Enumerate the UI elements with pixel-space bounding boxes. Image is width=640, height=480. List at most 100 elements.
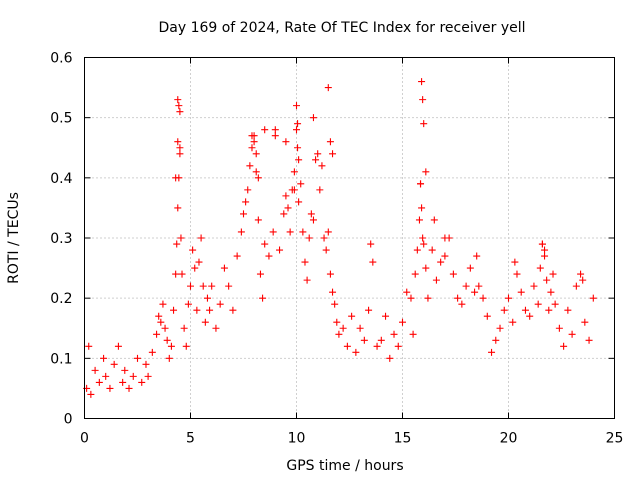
data-point <box>282 138 290 146</box>
data-point <box>541 246 549 254</box>
data-point <box>441 234 449 242</box>
data-point <box>382 312 390 320</box>
data-point <box>473 252 481 260</box>
data-point <box>407 294 415 302</box>
data-point <box>428 246 436 254</box>
data-point <box>479 294 487 302</box>
data-point <box>261 126 269 134</box>
data-point <box>252 168 260 176</box>
data-point <box>252 150 260 158</box>
data-point <box>125 384 133 392</box>
data-point <box>377 336 385 344</box>
data-point <box>276 246 284 254</box>
data-point <box>269 228 277 236</box>
data-point <box>471 288 479 296</box>
data-point <box>403 288 411 296</box>
data-point <box>564 306 572 314</box>
x-tick-label: 20 <box>500 431 518 447</box>
data-point <box>242 198 250 206</box>
data-point <box>454 294 462 302</box>
data-point <box>462 282 470 290</box>
data-point <box>184 300 192 308</box>
data-point <box>85 342 93 350</box>
data-point <box>157 318 165 326</box>
data-point <box>301 258 309 266</box>
data-point <box>509 318 517 326</box>
x-tick-label: 15 <box>394 431 412 447</box>
data-point <box>329 288 337 296</box>
data-point <box>348 312 356 320</box>
data-point <box>177 234 185 242</box>
data-point <box>193 306 201 314</box>
data-point <box>483 312 491 320</box>
data-point <box>199 282 207 290</box>
data-point <box>492 336 500 344</box>
data-point <box>261 240 269 248</box>
data-point <box>237 228 245 236</box>
data-point <box>240 210 247 218</box>
data-point <box>142 360 150 368</box>
data-point <box>356 324 364 332</box>
data-point <box>538 240 546 248</box>
data-point <box>91 366 99 374</box>
data-point <box>488 348 496 356</box>
data-point <box>324 228 332 236</box>
data-point <box>331 300 339 308</box>
data-point <box>165 354 173 362</box>
data-point <box>549 270 557 278</box>
data-point <box>432 276 440 284</box>
data-point <box>206 306 214 314</box>
data-point <box>293 102 300 110</box>
data-point <box>320 234 328 242</box>
data-point <box>365 306 373 314</box>
x-tick-label: 5 <box>186 431 195 447</box>
data-point <box>212 324 220 332</box>
data-point <box>513 270 521 278</box>
y-tick-label: 0.5 <box>50 111 72 127</box>
data-point <box>191 264 199 272</box>
data-point <box>536 264 544 272</box>
data-point <box>307 210 315 218</box>
data-point <box>466 264 474 272</box>
data-point <box>343 342 351 350</box>
data-point <box>526 312 534 320</box>
data-point <box>424 294 432 302</box>
data-point <box>581 318 589 326</box>
data-point <box>250 138 258 146</box>
data-point <box>208 282 216 290</box>
data-points <box>83 78 597 398</box>
y-tick-label: 0.2 <box>50 291 72 307</box>
data-point <box>189 246 197 254</box>
y-tick-label: 0.4 <box>50 171 72 187</box>
data-point <box>511 258 519 266</box>
y-axis-label: ROTI / TECUs <box>6 192 22 284</box>
data-point <box>589 294 597 302</box>
data-point <box>585 336 593 344</box>
data-point <box>233 252 241 260</box>
y-tick-label: 0.6 <box>50 51 72 67</box>
data-point <box>163 336 171 344</box>
data-point <box>386 354 394 362</box>
data-point <box>297 180 305 188</box>
data-point <box>369 258 377 266</box>
data-point <box>309 114 317 122</box>
data-point <box>411 270 419 278</box>
y-tick-label: 0.3 <box>50 231 72 247</box>
data-point <box>303 276 311 284</box>
data-point <box>314 150 322 158</box>
data-point <box>172 270 180 278</box>
data-point <box>121 366 129 374</box>
data-point <box>254 174 262 182</box>
data-point <box>305 234 313 242</box>
data-point <box>187 282 194 290</box>
data-point <box>339 324 347 332</box>
data-point <box>419 234 427 242</box>
data-point <box>458 300 466 308</box>
data-point <box>420 120 428 128</box>
data-point <box>530 282 538 290</box>
data-point <box>324 84 332 92</box>
data-point <box>295 156 303 164</box>
data-point <box>203 294 211 302</box>
data-point <box>294 120 302 128</box>
data-point <box>568 330 576 338</box>
